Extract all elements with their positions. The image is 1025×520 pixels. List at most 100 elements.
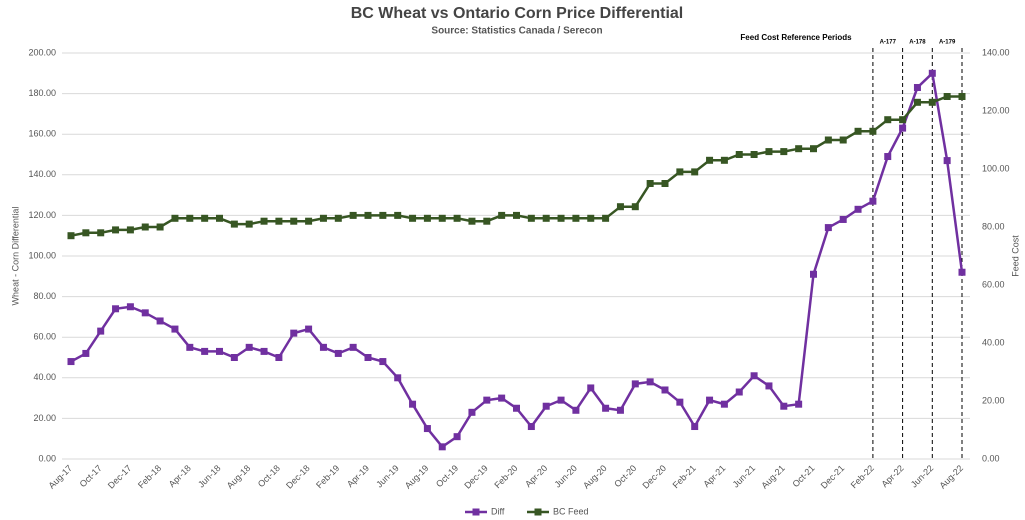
marker [483,217,491,225]
y2-tick-label: 140.00 [982,47,1010,57]
x-tick-label: Feb-22 [849,463,876,490]
marker [245,220,253,228]
marker [616,203,624,211]
marker [854,127,862,135]
marker [438,214,446,222]
marker [275,217,283,225]
marker [661,180,669,187]
marker [468,217,476,225]
marker [646,378,654,386]
x-tick-label: Aug-21 [759,463,787,491]
annotation: A-178 [909,40,926,46]
y-tick-label: 120.00 [28,210,56,220]
x-tick-label: Apr-21 [701,463,727,489]
marker [260,347,268,355]
marker [631,203,639,211]
marker [750,151,758,158]
marker [587,214,595,222]
marker [587,384,595,392]
marker [943,157,951,165]
marker [854,205,862,213]
marker [82,349,90,357]
y-tick-label: 160.00 [28,129,56,139]
y-tick-label: 100.00 [28,250,56,260]
marker [810,270,817,278]
marker [171,214,179,222]
marker [572,214,580,222]
x-tick-label: Dec-20 [641,463,669,491]
x-tick-label: Feb-19 [314,463,341,490]
y-tick-label: 140.00 [28,169,56,179]
marker [409,400,417,408]
marker [319,214,327,222]
marker [928,69,936,77]
y-tick-label: 180.00 [28,88,56,98]
marker [112,305,120,313]
marker [765,148,773,156]
x-tick-label: Aug-22 [937,463,965,491]
marker [824,136,832,144]
y-tick-label: 60.00 [33,332,56,342]
y2-axis-title: Feed Cost [1010,235,1020,277]
marker [349,211,357,219]
marker [394,374,402,382]
marker [780,148,788,156]
x-tick-label: Apr-20 [523,463,549,489]
marker [349,343,357,351]
x-tick-label: Oct-21 [790,463,816,489]
annotation: A-177 [880,40,897,46]
marker [141,223,149,231]
marker [245,343,253,351]
x-tick-label: Apr-19 [345,463,371,489]
marker [334,214,342,222]
y2-tick-label: 80.00 [982,221,1005,231]
marker [260,217,268,225]
marker [527,214,535,222]
marker [186,214,194,222]
marker [394,211,402,219]
marker [691,423,699,431]
marker [379,211,387,219]
y-tick-label: 80.00 [33,291,56,301]
x-tick-label: Jun-19 [374,463,401,490]
marker [67,232,75,240]
marker [290,217,298,225]
y2-tick-label: 120.00 [982,105,1010,115]
marker [676,398,684,406]
x-tick-label: Dec-18 [284,463,312,491]
chart-subtitle: Source: Statistics Canada / Serecon [431,26,602,37]
marker [126,303,134,311]
marker [379,358,387,366]
marker [364,211,372,219]
marker [216,214,223,222]
marker [201,214,209,222]
marker [839,136,847,144]
marker [97,229,105,237]
marker [869,197,877,205]
marker [884,116,892,124]
legend-marker [534,508,542,516]
marker [884,153,892,161]
marker [735,151,743,158]
y2-tick-label: 20.00 [982,395,1005,405]
marker [275,354,283,361]
marker [810,145,817,153]
marker [201,347,209,355]
y2-tick-label: 0.00 [982,453,1000,463]
marker [216,347,223,355]
marker [126,226,134,234]
marker [720,400,728,408]
marker [453,214,461,222]
marker [676,168,684,176]
marker [409,214,417,222]
marker [230,354,238,361]
marker [958,93,966,100]
x-tick-label: Aug-18 [225,463,253,491]
marker [82,229,90,237]
marker [156,223,164,231]
marker [290,329,298,337]
x-tick-label: Aug-20 [581,463,609,491]
y2-tick-label: 60.00 [982,279,1005,289]
marker [483,396,491,404]
